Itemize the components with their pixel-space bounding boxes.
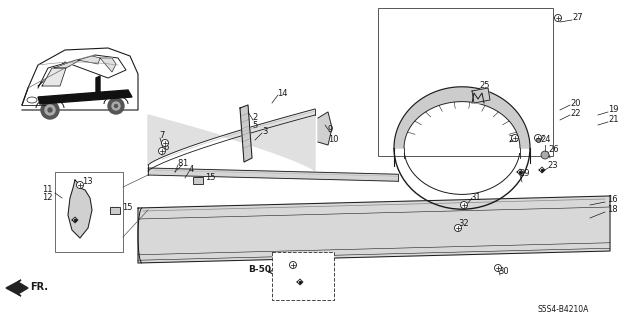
Polygon shape: [22, 48, 138, 110]
Text: 15: 15: [122, 204, 132, 212]
Text: 15: 15: [205, 174, 216, 182]
Text: 32: 32: [458, 219, 468, 228]
Text: 30: 30: [498, 268, 509, 277]
Bar: [193, 176, 203, 183]
Text: S5S4-B4210A: S5S4-B4210A: [538, 306, 589, 315]
Circle shape: [511, 135, 518, 142]
Circle shape: [554, 14, 561, 21]
Circle shape: [115, 105, 118, 108]
Circle shape: [108, 98, 124, 114]
Polygon shape: [38, 90, 132, 104]
Circle shape: [41, 101, 59, 119]
Text: 18: 18: [607, 205, 618, 214]
Polygon shape: [42, 68, 66, 86]
Text: 24: 24: [540, 136, 550, 145]
Text: FR.: FR.: [30, 282, 48, 292]
Polygon shape: [138, 196, 610, 263]
Polygon shape: [148, 109, 315, 171]
Polygon shape: [96, 76, 100, 97]
Text: 13: 13: [82, 176, 93, 186]
Circle shape: [159, 147, 166, 154]
Text: 24: 24: [508, 136, 518, 145]
Text: 11: 11: [42, 186, 52, 195]
Circle shape: [495, 264, 502, 271]
Bar: [378, 8, 553, 156]
Circle shape: [45, 105, 55, 115]
Bar: [55, 172, 123, 252]
Circle shape: [112, 102, 120, 110]
Text: 25: 25: [479, 81, 490, 91]
Bar: [272, 252, 334, 300]
Polygon shape: [6, 280, 28, 296]
Text: 6: 6: [163, 143, 168, 152]
Circle shape: [461, 202, 467, 209]
Bar: [110, 206, 120, 213]
Text: 2: 2: [252, 114, 257, 122]
Text: 3: 3: [262, 127, 268, 136]
Text: 9: 9: [328, 125, 333, 135]
Circle shape: [534, 135, 541, 142]
Circle shape: [454, 225, 461, 232]
Polygon shape: [318, 112, 332, 145]
Polygon shape: [54, 60, 80, 68]
Polygon shape: [100, 58, 116, 72]
Text: 16: 16: [607, 196, 618, 204]
Text: 14: 14: [277, 88, 287, 98]
Text: 19: 19: [608, 106, 618, 115]
Text: 1: 1: [182, 159, 188, 167]
Text: 10: 10: [328, 136, 339, 145]
Text: 23: 23: [547, 161, 557, 170]
Text: 8: 8: [177, 159, 182, 167]
Circle shape: [77, 182, 83, 189]
Ellipse shape: [27, 97, 37, 103]
Circle shape: [161, 139, 168, 146]
Polygon shape: [68, 180, 92, 238]
Polygon shape: [472, 93, 484, 103]
Text: 27: 27: [572, 13, 582, 23]
Polygon shape: [148, 168, 398, 181]
Text: 26: 26: [548, 145, 559, 154]
Polygon shape: [78, 56, 100, 64]
Text: 12: 12: [42, 194, 52, 203]
Polygon shape: [240, 105, 252, 162]
Polygon shape: [38, 55, 126, 88]
Text: 7: 7: [159, 131, 164, 140]
Text: B-50: B-50: [248, 265, 271, 275]
Circle shape: [289, 262, 296, 269]
Text: 5: 5: [252, 122, 257, 130]
Circle shape: [48, 108, 52, 112]
Polygon shape: [394, 87, 530, 148]
Text: 22: 22: [570, 108, 580, 117]
Text: 21: 21: [608, 115, 618, 124]
Text: 29: 29: [519, 168, 529, 177]
Text: 31: 31: [470, 192, 481, 202]
Circle shape: [541, 151, 549, 159]
Text: 4: 4: [189, 165, 195, 174]
Text: 20: 20: [570, 99, 580, 108]
Polygon shape: [472, 88, 490, 103]
